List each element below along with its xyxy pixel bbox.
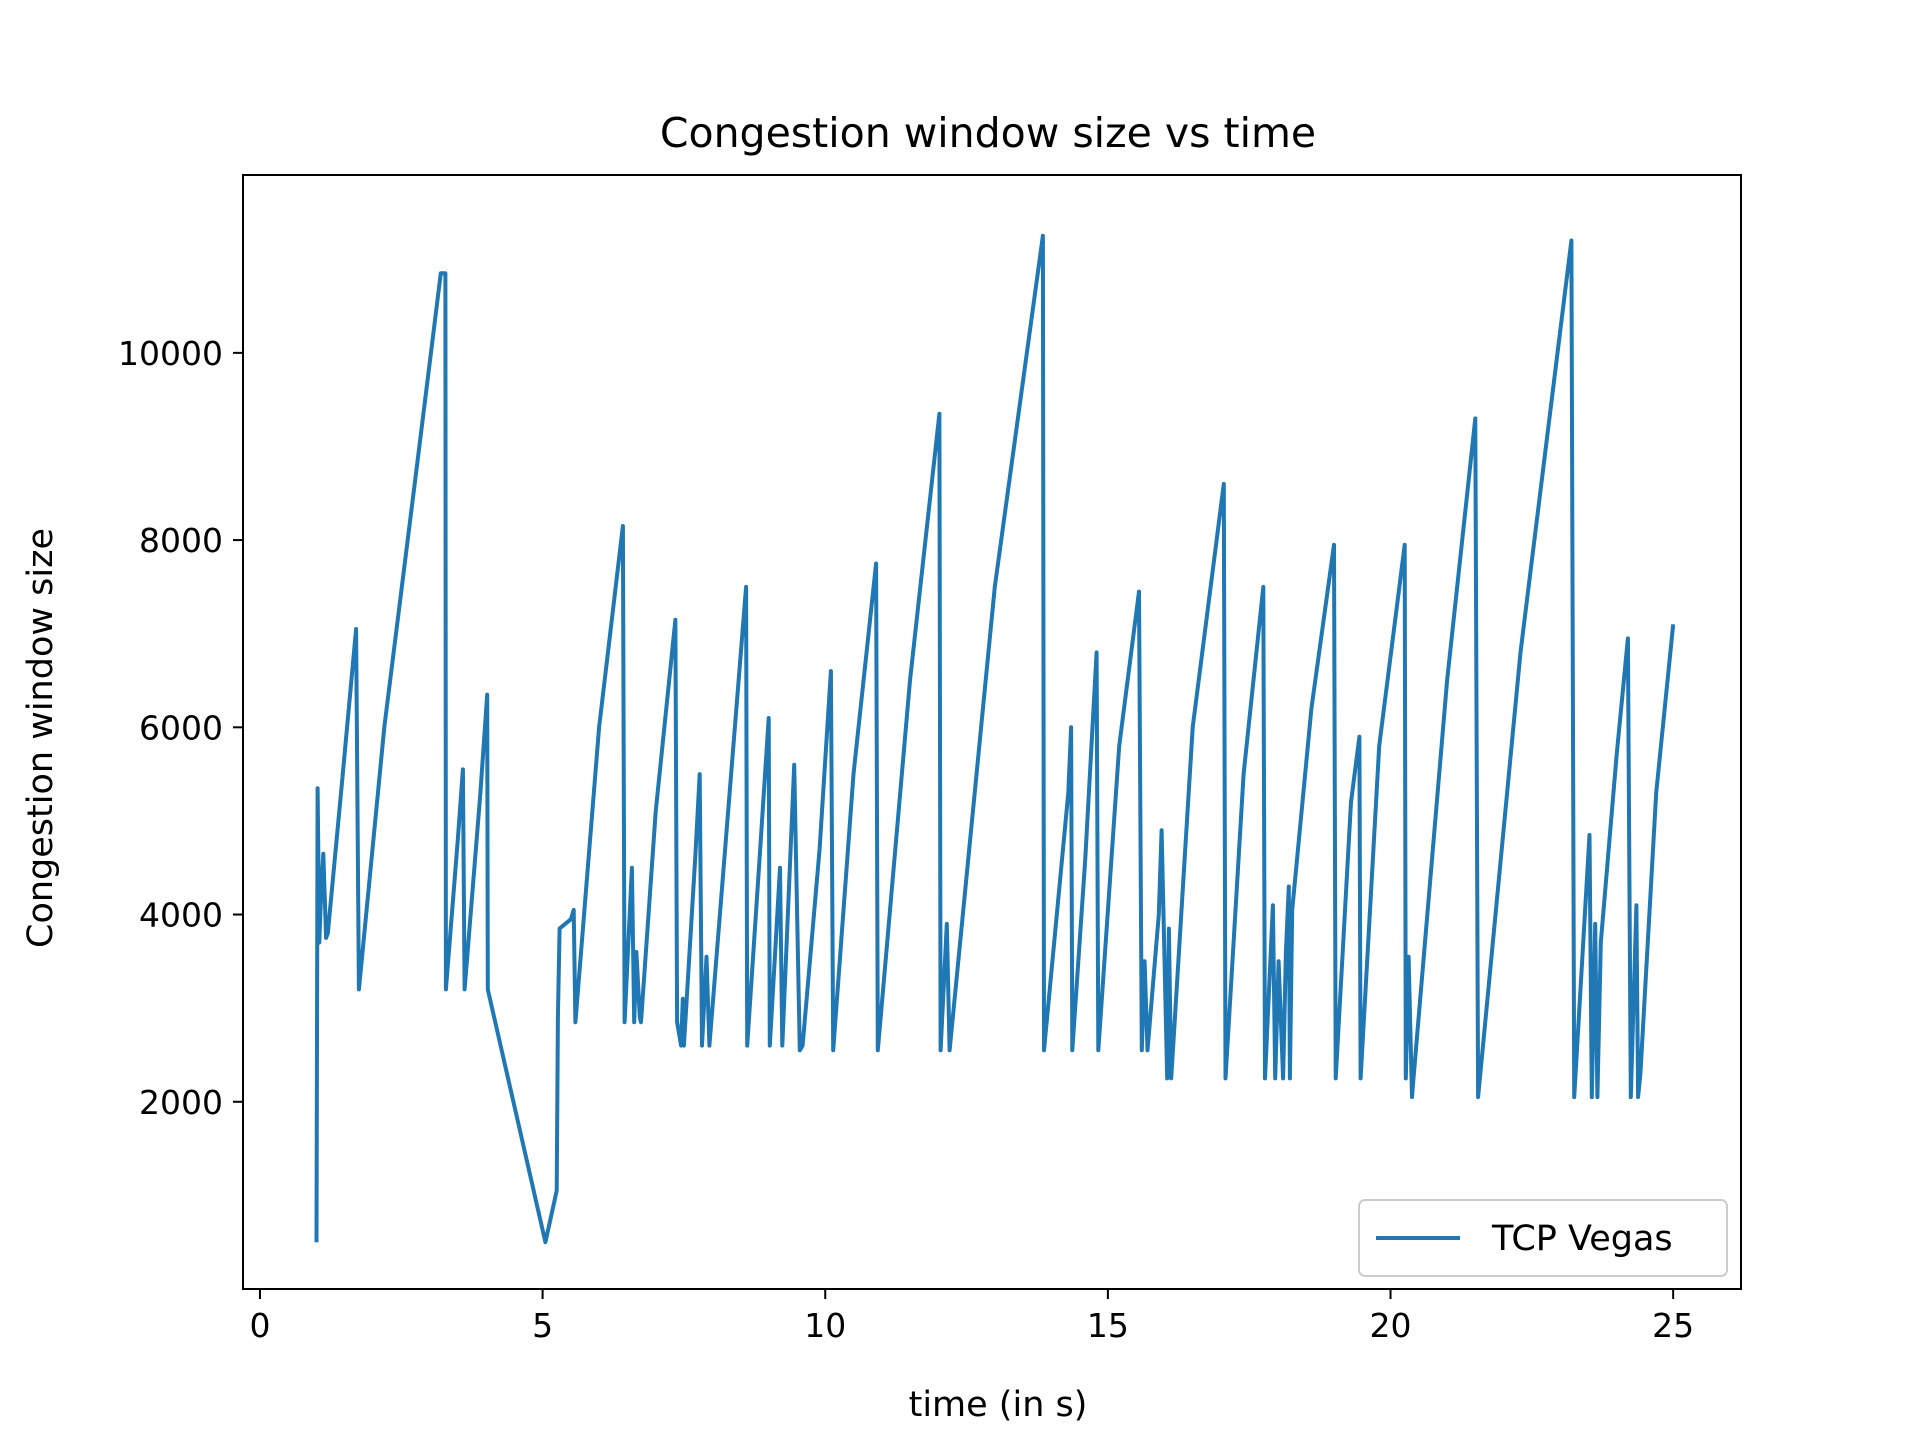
x-tick-label: 20 bbox=[1370, 1306, 1412, 1345]
y-axis-title: Congestion window size bbox=[21, 528, 61, 948]
axes-frame bbox=[242, 174, 1742, 1290]
x-tick-label: 0 bbox=[249, 1306, 270, 1345]
x-tick-label: 15 bbox=[1087, 1306, 1129, 1345]
y-tick-label: 6000 bbox=[139, 708, 223, 747]
plot-area bbox=[314, 233, 1676, 1245]
y-tick-label: 4000 bbox=[139, 896, 223, 935]
y-tick-label: 8000 bbox=[139, 521, 223, 560]
y-axis: 2000 4000 6000 8000 10000 bbox=[118, 334, 243, 1122]
x-tick-label: 10 bbox=[804, 1306, 846, 1345]
chart-title: Congestion window size vs time bbox=[660, 109, 1316, 157]
series-line-tcp-vegas bbox=[314, 233, 1676, 1245]
y-tick-label: 2000 bbox=[139, 1083, 223, 1122]
legend: TCP Vegas bbox=[1358, 1199, 1728, 1277]
legend-label-tcp-vegas: TCP Vegas bbox=[1491, 1219, 1673, 1259]
x-axis: 0 5 10 15 20 25 bbox=[249, 1289, 1694, 1345]
legend-box bbox=[1358, 1199, 1728, 1277]
x-tick-label: 25 bbox=[1652, 1306, 1694, 1345]
x-axis-title: time (in s) bbox=[909, 1385, 1088, 1425]
x-tick-label: 5 bbox=[532, 1306, 553, 1345]
y-tick-label: 10000 bbox=[118, 334, 223, 373]
